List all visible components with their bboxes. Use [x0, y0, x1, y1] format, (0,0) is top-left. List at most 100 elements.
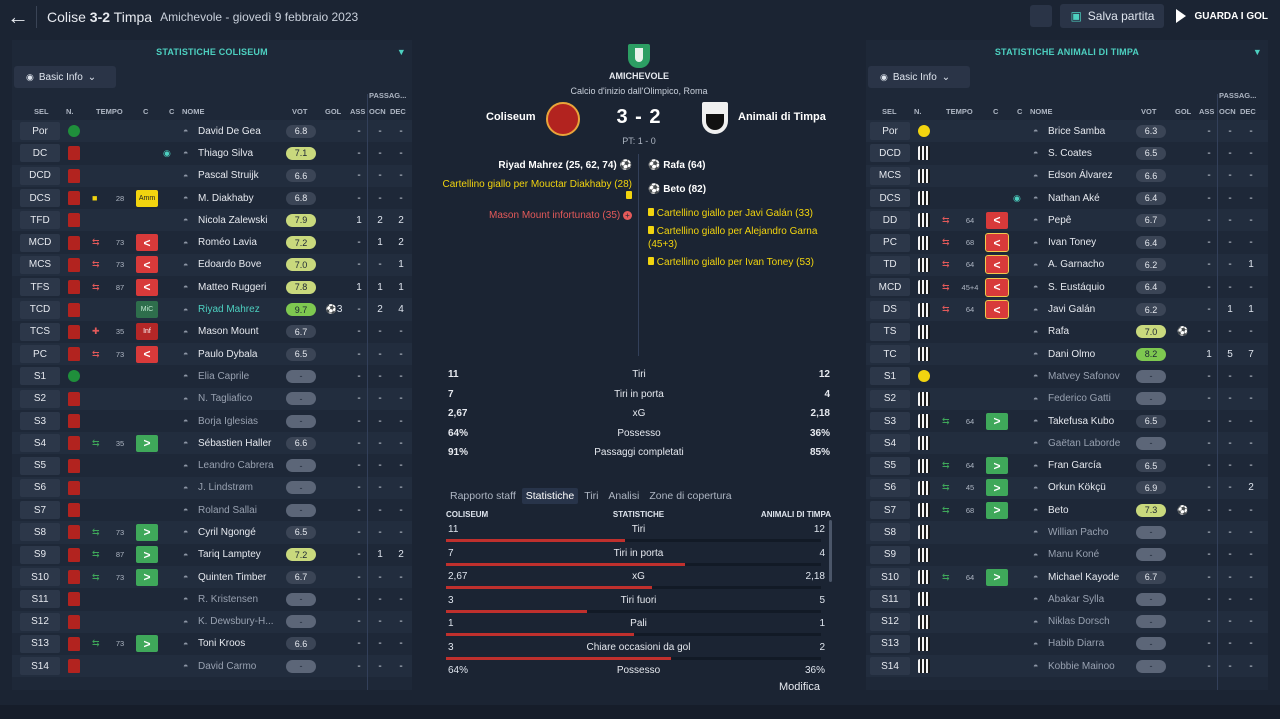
player-name[interactable]: Orkun Kökçü [1048, 482, 1106, 494]
player-row[interactable]: PC ⇆ 73 < ◓ Paulo Dybala 6.5 - - - [12, 342, 412, 366]
player-name[interactable]: Fran García [1048, 460, 1102, 472]
player-row[interactable]: DC ◉ ◓ Thiago Silva 7.1 - - - [12, 142, 412, 164]
col-c1[interactable]: C [143, 107, 149, 116]
player-row[interactable]: S13 ◓ Habib Diarra - - - - [866, 633, 1268, 655]
player-row[interactable]: TC ◓ Dani Olmo 8.2 1 5 7 [866, 342, 1268, 366]
player-name[interactable]: Thiago Silva [198, 147, 254, 159]
position-label[interactable]: TFS [20, 278, 60, 297]
player-row[interactable]: DCS ◉ ◓ Nathan Aké 6.4 - - - [866, 187, 1268, 209]
edit-link[interactable]: Modifica [779, 681, 820, 693]
status-badge[interactable]: < [985, 300, 1009, 320]
col-gol[interactable]: GOL [1175, 107, 1192, 116]
player-name[interactable]: David De Gea [198, 125, 261, 137]
col-gol[interactable]: GOL [325, 107, 342, 116]
player-name[interactable]: David Carmo [198, 660, 257, 672]
player-row[interactable]: S9 ◓ Manu Koné - - - - [866, 544, 1268, 566]
position-label[interactable]: TCS [20, 322, 60, 341]
col-ocn[interactable]: OCN [1219, 107, 1236, 116]
player-name[interactable]: K. Dewsbury-H... [198, 616, 274, 628]
player-row[interactable]: TD ⇆ 64 < ◓ A. Garnacho 6.2 - - 1 [866, 253, 1268, 277]
status-badge[interactable]: Amm [136, 189, 158, 207]
player-row[interactable]: S6 ⇆ 45 > ◓ Orkun Kökçü 6.9 - - 2 [866, 476, 1268, 500]
player-name[interactable]: Riyad Mahrez [198, 304, 260, 316]
position-label[interactable]: TCD [20, 300, 60, 319]
player-name[interactable]: Michael Kayode [1048, 571, 1120, 583]
position-label[interactable]: S8 [20, 523, 60, 542]
player-name[interactable]: Brice Samba [1048, 125, 1106, 137]
status-badge[interactable]: > [986, 501, 1008, 519]
player-name[interactable]: N. Tagliafico [198, 393, 253, 405]
player-name[interactable]: Federico Gatti [1048, 393, 1111, 405]
col-passaggi[interactable]: PASSAG... [1219, 91, 1257, 100]
col-ocn[interactable]: OCN [369, 107, 386, 116]
position-label[interactable]: S14 [20, 657, 60, 676]
position-label[interactable]: S5 [20, 456, 60, 475]
player-row[interactable]: TFD ◓ Nicola Zalewski 7.9 1 2 2 [12, 209, 412, 232]
player-name[interactable]: Nicola Zalewski [198, 214, 268, 226]
player-row[interactable]: S6 ◓ J. Lindstrøm - - - - [12, 476, 412, 500]
player-row[interactable]: S8 ◓ Willian Pacho - - - - [866, 521, 1268, 544]
player-name[interactable]: Edoardo Bove [198, 259, 262, 271]
player-row[interactable]: DCS ■ 28 Amm ◓ M. Diakhaby 6.8 - - - [12, 187, 412, 209]
player-row[interactable]: S10 ⇆ 73 > ◓ Quinten Timber 6.7 - - - [12, 565, 412, 589]
player-name[interactable]: Dani Olmo [1048, 348, 1096, 360]
position-label[interactable]: MCS [870, 166, 910, 185]
position-label[interactable]: S4 [870, 434, 910, 453]
col-tempo[interactable]: TEMPO [946, 107, 973, 116]
status-badge[interactable]: < [136, 234, 158, 252]
status-badge[interactable]: > [986, 479, 1008, 497]
col-sel[interactable]: SEL [882, 107, 897, 116]
position-label[interactable]: Por [20, 122, 60, 141]
player-row[interactable]: PC ⇆ 68 < ◓ Ivan Toney 6.4 - - - [866, 231, 1268, 253]
tab-statistiche[interactable]: Statistiche [521, 488, 579, 504]
col-sel[interactable]: SEL [34, 107, 49, 116]
position-label[interactable]: DD [870, 211, 910, 230]
player-name[interactable]: Habib Diarra [1048, 638, 1105, 650]
player-row[interactable]: S4 ⇆ 35 > ◓ Sébastien Haller 6.6 - - - [12, 432, 412, 455]
position-label[interactable]: S6 [870, 478, 910, 497]
status-badge[interactable]: < [136, 278, 158, 296]
player-row[interactable]: S9 ⇆ 87 > ◓ Tariq Lamptey 7.2 - 1 2 [12, 544, 412, 566]
col-ass[interactable]: ASS [350, 107, 366, 116]
player-name[interactable]: S. Eustáquio [1048, 281, 1105, 293]
player-name[interactable]: Matvey Safonov [1048, 370, 1120, 382]
position-label[interactable]: S7 [870, 501, 910, 520]
away-team-name[interactable]: Animali di Timpa [738, 111, 826, 123]
player-name[interactable]: Nathan Aké [1048, 192, 1100, 204]
position-label[interactable]: DCS [870, 189, 910, 208]
tab-analisi[interactable]: Analisi [608, 490, 640, 502]
player-row[interactable]: MCD ⇆ 45+4 < ◓ S. Eustáquio 6.4 - - - [866, 276, 1268, 298]
player-name[interactable]: Takefusa Kubo [1048, 415, 1115, 427]
player-row[interactable]: S14 ◓ Kobbie Mainoo - - - - [866, 655, 1268, 678]
player-row[interactable]: TCD MiC ◓ Riyad Mahrez 9.7 ⚽3-2 4 [12, 298, 412, 321]
position-label[interactable]: S2 [20, 389, 60, 408]
position-label[interactable]: S11 [870, 590, 910, 609]
save-match-button[interactable]: ▣ Salva partita [1060, 4, 1165, 28]
col-dec[interactable]: DEC [390, 107, 406, 116]
chevron-down-icon[interactable]: ▼ [396, 47, 406, 57]
status-badge[interactable]: > [136, 635, 158, 653]
player-name[interactable]: Javi Galán [1048, 304, 1096, 316]
player-name[interactable]: Leandro Cabrera [198, 460, 274, 472]
player-row[interactable]: S3 ⇆ 64 > ◓ Takefusa Kubo 6.5 - - - [866, 410, 1268, 432]
player-row[interactable]: Por ◓ Brice Samba 6.3 - - - [866, 120, 1268, 143]
player-row[interactable]: TS ◓ Rafa 7.0 ⚽ - - - [866, 321, 1268, 343]
player-row[interactable]: S14 ◓ David Carmo - - - - [12, 655, 412, 678]
position-label[interactable]: MCS [20, 255, 60, 274]
player-name[interactable]: R. Kristensen [198, 593, 259, 605]
col-passaggi[interactable]: PASSAG... [369, 91, 407, 100]
player-name[interactable]: Pepê [1048, 214, 1072, 226]
tab-zone-di-copertura[interactable]: Zone di copertura [649, 490, 732, 502]
player-row[interactable]: S12 ◓ K. Dewsbury-H... - - - - [12, 610, 412, 633]
position-label[interactable]: DCD [20, 166, 60, 185]
player-row[interactable]: TFS ⇆ 87 < ◓ Matteo Ruggeri 7.8 1 1 1 [12, 276, 412, 298]
player-row[interactable]: S1 ◓ Matvey Safonov - - - - [866, 365, 1268, 387]
col-nome[interactable]: NOME [1030, 107, 1053, 116]
player-row[interactable]: Por ◓ David De Gea 6.8 - - - [12, 120, 412, 143]
col-c2[interactable]: C [1017, 107, 1023, 116]
player-row[interactable]: S3 ◓ Borja Iglesias - - - - [12, 410, 412, 432]
player-name[interactable]: Cyril Ngongé [198, 526, 256, 538]
status-badge[interactable]: > [986, 412, 1008, 430]
player-row[interactable]: S7 ⇆ 68 > ◓ Beto 7.3 ⚽ - - - [866, 499, 1268, 521]
position-label[interactable]: S10 [20, 568, 60, 587]
